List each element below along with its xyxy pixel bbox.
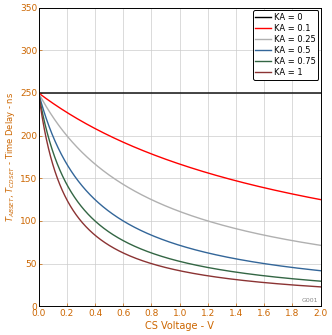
KA = 0.5 [259,261,263,265]
KA = 0.5 [310,268,314,272]
KA = 0.5 [174,242,178,246]
KA = 0.5 [51,134,55,138]
KA = 0 [174,91,178,95]
KA = 0.5 [319,269,323,273]
KA = 0.25 [51,115,55,119]
Y-axis label: $T_{ABSET}$, $T_{CDSET}$ - Time Delay - ns: $T_{ABSET}$, $T_{CDSET}$ - Time Delay - … [4,92,17,222]
KA = 1 [310,284,314,288]
KA = 1 [174,268,178,272]
KA = 0.75 [51,150,55,154]
KA = 0.75 [310,278,314,282]
Line: KA = 0.1: KA = 0.1 [39,93,321,200]
KA = 0 [37,91,41,95]
KA = 0.75 [259,273,263,277]
KA = 0 [310,91,314,95]
KA = 0.75 [166,256,170,260]
KA = 1 [37,91,41,95]
KA = 0.25 [174,208,178,212]
KA = 0.1 [166,158,170,162]
KA = 1 [310,284,314,288]
Line: KA = 0.5: KA = 0.5 [39,93,321,271]
KA = 0 [259,91,263,95]
KA = 1 [259,280,263,284]
KA = 0.1 [259,185,263,189]
KA = 0.1 [51,101,55,105]
KA = 0 [310,91,314,95]
KA = 0 [319,91,323,95]
Line: KA = 0.25: KA = 0.25 [39,93,321,245]
KA = 0.25 [319,243,323,247]
KA = 1 [319,285,323,289]
KA = 0.25 [166,205,170,209]
KA = 0.25 [37,91,41,95]
KA = 1 [166,266,170,270]
KA = 0.75 [174,258,178,262]
X-axis label: CS Voltage - V: CS Voltage - V [145,321,214,331]
KA = 0.1 [310,196,314,200]
KA = 0.75 [37,91,41,95]
KA = 0.1 [174,161,178,165]
KA = 0.75 [319,279,323,283]
KA = 0.25 [310,242,314,246]
KA = 1 [51,163,55,167]
Line: KA = 1: KA = 1 [39,93,321,287]
Text: G001: G001 [301,298,318,303]
KA = 0.1 [37,91,41,95]
KA = 0.1 [310,196,314,200]
KA = 0 [166,91,170,95]
KA = 0.25 [310,242,314,246]
KA = 0.1 [319,198,323,202]
Line: KA = 0.75: KA = 0.75 [39,93,321,281]
KA = 0.5 [310,268,314,272]
KA = 0.5 [37,91,41,95]
KA = 0.5 [166,240,170,244]
KA = 0.25 [259,232,263,237]
KA = 0.75 [310,278,314,282]
Legend: KA = 0, KA = 0.1, KA = 0.25, KA = 0.5, KA = 0.75, KA = 1: KA = 0, KA = 0.1, KA = 0.25, KA = 0.5, K… [253,10,318,80]
KA = 0 [51,91,55,95]
